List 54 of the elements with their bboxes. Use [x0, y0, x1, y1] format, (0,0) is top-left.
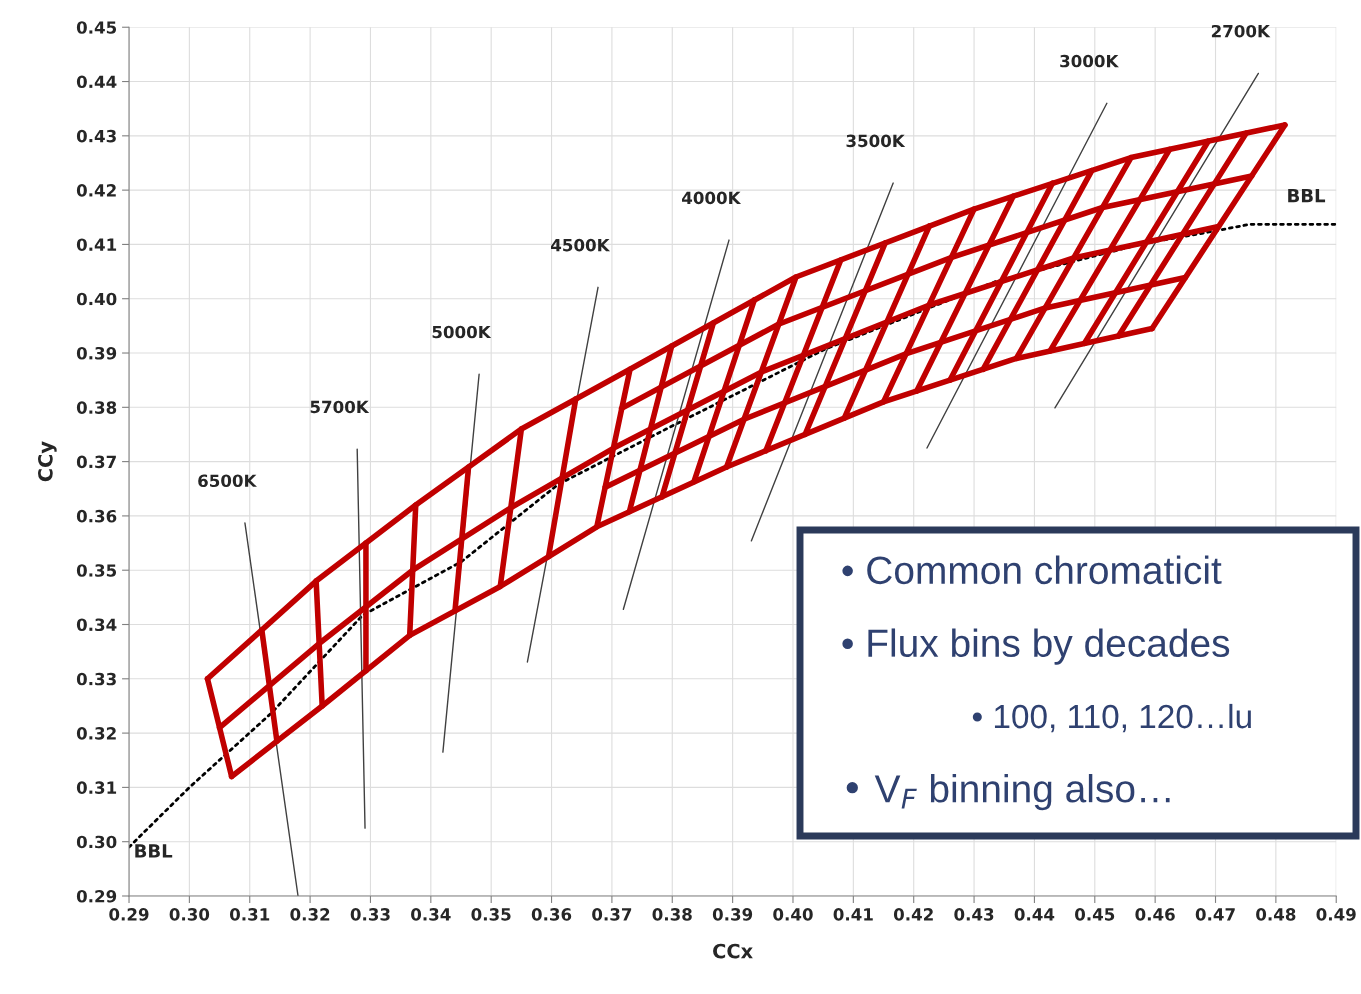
y-tick-label: 0.37 — [76, 455, 116, 469]
annotation: • Common chromaticit — [842, 555, 1222, 585]
x-axis-title: CCx — [713, 943, 753, 959]
x-tick-label: 0.32 — [290, 908, 330, 921]
x-tick-label: 0.37 — [592, 908, 632, 921]
x-tick-label: 0.31 — [229, 908, 270, 921]
x-tick-label: 0.48 — [1256, 908, 1296, 921]
y-tick-label: 0.40 — [76, 292, 117, 306]
x-tick-label: 0.34 — [411, 908, 451, 921]
annotation: • Flux bins by decades — [842, 628, 1230, 665]
x-tick-label: 0.44 — [1014, 908, 1055, 921]
y-tick-label: 0.43 — [76, 129, 116, 143]
y-tick-label: 0.41 — [76, 238, 117, 251]
x-tick-label: 0.39 — [712, 908, 753, 921]
text: 4000K — [682, 191, 742, 205]
x-tick-label: 0.29 — [109, 908, 149, 921]
annotation: • 100, 110, 120…lu — [972, 703, 1251, 733]
x-tick-label: 0.47 — [1195, 908, 1235, 921]
text: 5700K — [310, 400, 370, 414]
x-tick-label: 0.40 — [773, 908, 813, 921]
text: BBL — [1288, 189, 1326, 203]
x-tick-label: 0.49 — [1316, 908, 1356, 921]
y-tick-label: 0.36 — [76, 509, 117, 523]
y-tick-label: 0.38 — [76, 401, 117, 414]
y-tick-label: 0.35 — [76, 564, 117, 577]
y-tick-label: 0.34 — [76, 618, 117, 632]
y-tick-label: 0.33 — [76, 672, 116, 686]
x-tick-label: 0.41 — [833, 908, 873, 921]
text: 4500K — [551, 238, 611, 252]
text: 3000K — [1060, 54, 1119, 68]
y-tick-label: 0.39 — [76, 346, 117, 360]
x-tick-label: 0.42 — [893, 908, 933, 921]
x-tick-label: 0.38 — [652, 908, 692, 921]
y-tick-label: 0.45 — [76, 21, 117, 34]
annotation: • V$_{F}$ binning also… — [846, 774, 1170, 811]
y-tick-label: 0.32 — [76, 727, 116, 740]
x-tick-label: 0.30 — [169, 908, 210, 921]
text: 3500K — [846, 134, 906, 148]
x-tick-label: 0.43 — [954, 908, 994, 921]
y-tick-label: 0.44 — [76, 75, 117, 89]
series-label: BBL — [135, 844, 173, 858]
y-tick-label: 0.42 — [76, 184, 116, 197]
y-tick-label: 0.31 — [76, 781, 117, 794]
text: 6500K — [198, 474, 257, 488]
text: 5000K — [432, 325, 492, 339]
y-tick-label: 0.29 — [76, 889, 117, 903]
x-tick-label: 0.46 — [1135, 908, 1175, 921]
y-axis-title: CCy — [38, 441, 57, 482]
x-tick-label: 0.36 — [531, 908, 572, 921]
x-tick-label: 0.33 — [350, 908, 390, 921]
x-tick-label: 0.45 — [1075, 908, 1115, 921]
y-tick-label: 0.30 — [76, 835, 117, 849]
text: 2700K — [1211, 24, 1271, 38]
x-tick-label: 0.35 — [471, 908, 511, 921]
